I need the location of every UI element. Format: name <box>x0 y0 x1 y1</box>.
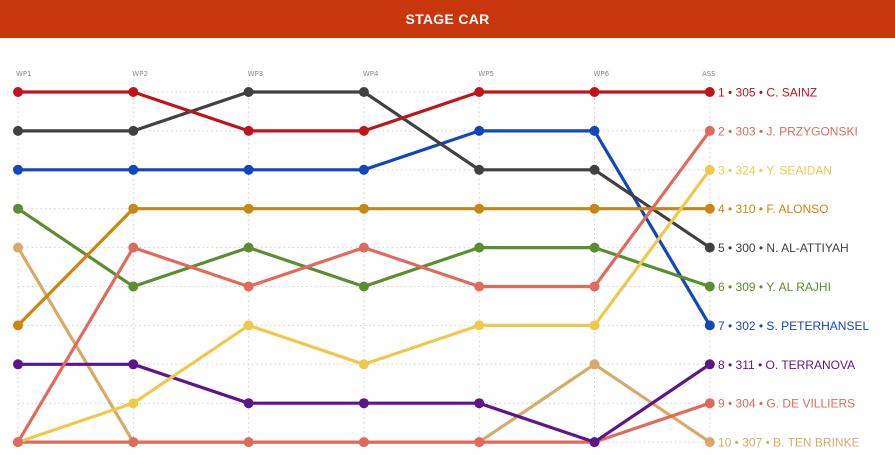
x-tick-label: WP4 <box>363 70 379 78</box>
series-point <box>704 359 715 370</box>
series-point <box>128 164 139 175</box>
series-point <box>474 87 485 97</box>
header-bar: STAGE CAR <box>0 0 895 38</box>
series-point <box>243 281 254 292</box>
series-point <box>589 203 600 214</box>
x-tick-label: WP6 <box>594 70 610 78</box>
legend-label: 7 • 302 • S. PETERHANSEL <box>718 319 869 333</box>
series-point <box>13 437 23 448</box>
series-point <box>243 164 254 175</box>
series-point <box>13 164 23 175</box>
series-point <box>474 437 485 448</box>
series-point <box>474 281 485 292</box>
series-point <box>704 437 715 448</box>
series-point <box>704 164 715 175</box>
series-point <box>128 242 139 253</box>
series-point <box>589 87 600 97</box>
x-tick-label: WP1 <box>16 70 32 78</box>
column-labels: WP1 WP2 WP3 WP4 WP5 WP6 ASS <box>16 70 716 78</box>
series-point <box>358 164 369 175</box>
series-point <box>128 125 139 136</box>
series-point <box>704 320 715 331</box>
series-point <box>589 242 600 253</box>
series-point <box>128 398 139 409</box>
series-4 <box>13 203 715 331</box>
series-point <box>474 398 485 409</box>
series-point <box>13 359 23 370</box>
series-point <box>589 281 600 292</box>
series-point <box>704 281 715 292</box>
series-point <box>358 437 369 448</box>
series-point <box>243 87 254 97</box>
series-point <box>13 203 23 214</box>
legend-label: 1 • 305 • C. SAINZ <box>718 86 817 100</box>
series-point <box>589 125 600 136</box>
series-point <box>243 437 254 448</box>
chart-title: STAGE CAR <box>405 11 490 27</box>
series-7 <box>13 125 715 331</box>
series-5 <box>13 87 715 253</box>
series-point <box>358 398 369 409</box>
series-point <box>474 164 485 175</box>
legend-label: 2 • 303 • J. PRZYGONSKI <box>718 124 858 138</box>
series-point <box>243 242 254 253</box>
x-tick-label: WP3 <box>248 70 264 78</box>
series-line <box>16 246 712 444</box>
series-point <box>704 203 715 214</box>
series-point <box>13 125 23 136</box>
series-point <box>474 320 485 331</box>
series-point <box>243 320 254 331</box>
series-point <box>474 125 485 136</box>
series-lines <box>13 87 715 448</box>
series-6 <box>13 203 715 292</box>
series-point <box>704 87 715 97</box>
legend-label: 10 • 307 • B. TEN BRINKE <box>718 436 860 450</box>
series-point <box>13 87 23 97</box>
series-point <box>474 203 485 214</box>
series-point <box>243 398 254 409</box>
series-point <box>589 164 600 175</box>
series-point <box>128 437 139 448</box>
series-8 <box>13 359 715 448</box>
legend-label: 5 • 300 • N. AL-ATTIYAH <box>718 241 849 255</box>
series-point <box>358 242 369 253</box>
series-point <box>589 320 600 331</box>
series-point <box>358 203 369 214</box>
x-tick-label: WP2 <box>132 70 148 78</box>
series-point <box>128 87 139 97</box>
series-point <box>704 398 715 409</box>
x-tick-label: WP5 <box>478 70 494 78</box>
series-point <box>13 242 23 253</box>
legend-label: 9 • 304 • G. DE VILLIERS <box>718 397 855 411</box>
series-point <box>474 242 485 253</box>
series-point <box>243 203 254 214</box>
legend-label: 8 • 311 • O. TERRANOVA <box>718 358 855 372</box>
x-tick-label: ASS <box>702 70 716 78</box>
series-point <box>358 125 369 136</box>
legend-label: 3 • 324 • Y. SEAIDAN <box>718 163 832 177</box>
series-point <box>358 359 369 370</box>
series-point <box>704 125 715 136</box>
series-2 <box>13 125 715 448</box>
end-labels: 1 • 305 • C. SAINZ 2 • 303 • J. PRZYGONSK… <box>718 86 869 450</box>
series-point <box>128 359 139 370</box>
series-1 <box>13 87 715 136</box>
series-point <box>358 281 369 292</box>
legend-label: 6 • 309 • Y. AL RAJHI <box>718 280 831 294</box>
series-point <box>704 242 715 253</box>
series-point <box>589 437 600 448</box>
series-point <box>358 87 369 97</box>
series-point <box>128 203 139 214</box>
series-point <box>243 125 254 136</box>
series-point <box>13 320 23 331</box>
legend-label: 4 • 310 • F. ALONSO <box>718 202 828 216</box>
series-point <box>589 359 600 370</box>
series-point <box>128 281 139 292</box>
